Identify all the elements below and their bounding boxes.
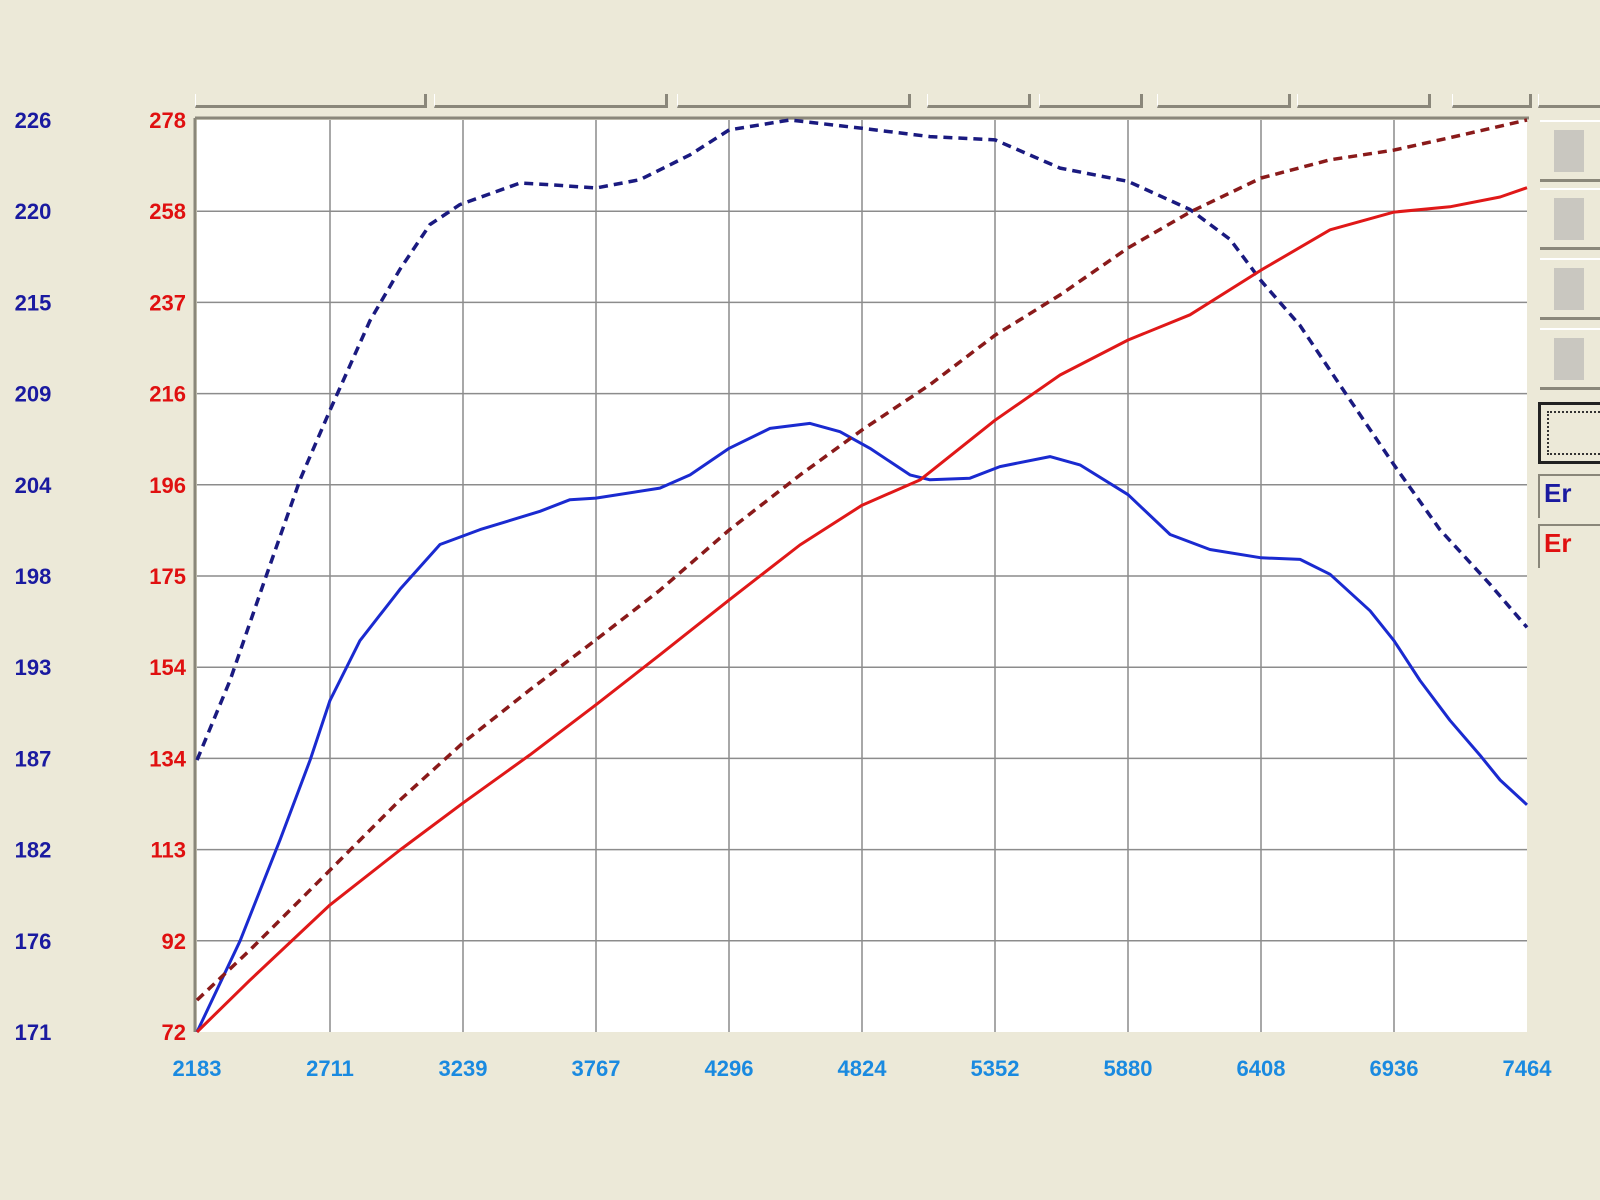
column-header[interactable] [1039,94,1143,108]
y-tick-label-red: 72 [162,1020,186,1045]
button-icon [1554,130,1584,172]
y-tick-label-red: 113 [151,838,187,863]
y-tick-label-red: 237 [149,290,186,315]
y-tick-label-red: 92 [162,929,186,954]
y-tick-label-red: 154 [149,655,186,680]
x-tick-label: 3767 [572,1056,621,1081]
y-tick-label-red: 258 [149,199,186,224]
y-tick-label-blue: 193 [15,655,52,680]
x-tick-label: 2711 [306,1056,354,1081]
y-tick-label-red: 216 [149,382,186,407]
side-button[interactable] [1540,258,1600,320]
x-tick-label: 5352 [971,1056,1020,1081]
y-tick-label-blue: 176 [15,929,52,954]
x-tick-label: 6408 [1237,1056,1286,1081]
focused-button[interactable] [1538,402,1600,464]
x-tick-label: 2183 [173,1056,222,1081]
y-tick-label-blue: 198 [15,564,52,589]
y-tick-label-blue: 226 [15,108,52,133]
y-tick-label-blue: 220 [15,199,52,224]
x-tick-label: 3239 [439,1056,488,1081]
button-icon [1554,268,1584,310]
y-tick-label-blue: 215 [15,290,52,315]
side-button[interactable] [1540,188,1600,250]
legend-entry-blue[interactable]: Er [1538,474,1600,518]
column-header[interactable] [1538,94,1600,108]
column-header[interactable] [434,94,668,108]
x-tick-label: 6936 [1370,1056,1419,1081]
button-icon [1554,198,1584,240]
column-header[interactable] [1157,94,1291,108]
y-tick-label-red: 196 [149,473,186,498]
y-tick-label-red: 175 [149,564,186,589]
button-icon [1554,338,1584,380]
series-line-blue-dashed [195,118,1529,761]
legend-entry-red[interactable]: Er [1538,524,1600,568]
series-line-blue-solid [195,421,1529,1033]
series-line-red-solid [195,186,1528,1034]
x-tick-label: 4824 [838,1056,888,1081]
x-tick-label: 4296 [705,1056,754,1081]
y-tick-label-red: 278 [149,108,186,133]
column-header[interactable] [1452,94,1532,108]
y-tick-label-blue: 182 [15,838,52,863]
y-tick-label-blue: 171 [15,1020,52,1045]
series-line-red-dashed [195,118,1528,1002]
column-header[interactable] [927,94,1031,108]
y-tick-label-blue: 209 [15,382,52,407]
x-tick-label: 7464 [1503,1056,1553,1081]
side-button[interactable] [1540,120,1600,182]
y-tick-label-blue: 187 [15,746,52,771]
y-tick-label-red: 134 [149,746,186,771]
side-button[interactable] [1540,328,1600,390]
column-header[interactable] [195,94,427,108]
column-header[interactable] [677,94,911,108]
y-tick-label-blue: 204 [15,473,52,498]
column-header[interactable] [1297,94,1431,108]
x-tick-label: 5880 [1104,1056,1153,1081]
